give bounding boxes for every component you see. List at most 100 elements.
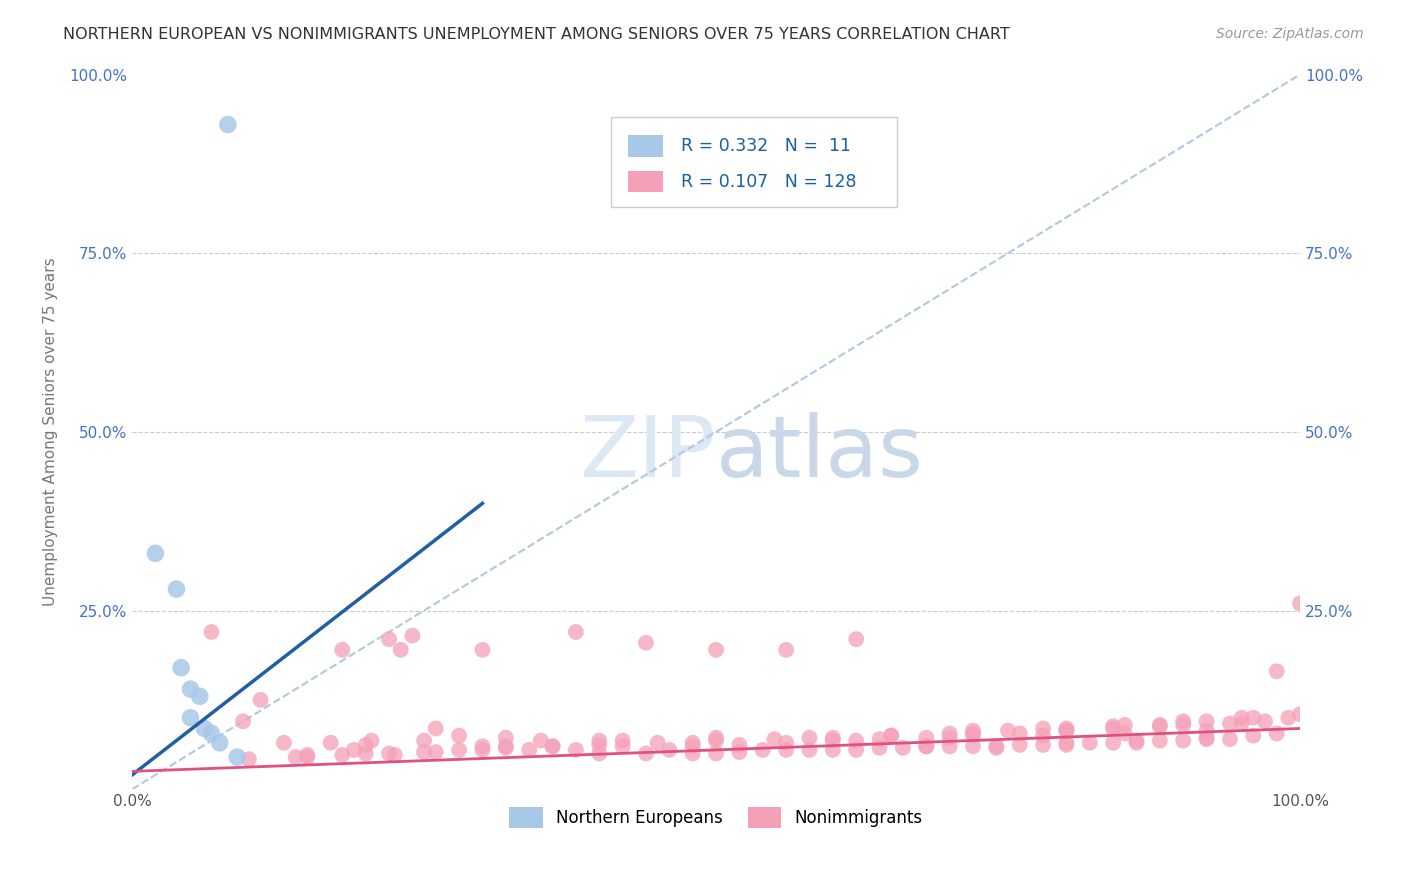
Point bbox=[495, 731, 517, 745]
Point bbox=[704, 643, 727, 657]
Text: ZIP: ZIP bbox=[579, 412, 716, 495]
Point bbox=[986, 740, 1008, 755]
Point bbox=[425, 745, 447, 759]
Point bbox=[588, 733, 610, 747]
Point bbox=[682, 739, 704, 754]
Point bbox=[1102, 719, 1125, 733]
Point bbox=[1102, 722, 1125, 736]
Point bbox=[1289, 596, 1312, 610]
Point bbox=[495, 739, 517, 754]
Point bbox=[170, 661, 193, 675]
Point bbox=[565, 625, 588, 640]
Point bbox=[1054, 723, 1077, 738]
Point bbox=[763, 732, 786, 747]
Point bbox=[200, 726, 222, 740]
Point bbox=[682, 747, 704, 761]
Point bbox=[541, 739, 564, 754]
Point bbox=[845, 733, 868, 747]
Point bbox=[384, 747, 406, 762]
Point bbox=[1289, 707, 1312, 722]
Point bbox=[775, 743, 797, 757]
Point bbox=[273, 736, 295, 750]
Point bbox=[1054, 738, 1077, 752]
Point bbox=[413, 733, 436, 747]
Point bbox=[217, 118, 239, 132]
Point bbox=[915, 739, 938, 754]
Point bbox=[354, 738, 377, 752]
Point bbox=[1149, 719, 1171, 733]
Text: NORTHERN EUROPEAN VS NONIMMIGRANTS UNEMPLOYMENT AMONG SENIORS OVER 75 YEARS CORR: NORTHERN EUROPEAN VS NONIMMIGRANTS UNEMP… bbox=[63, 27, 1010, 42]
Point bbox=[647, 736, 669, 750]
Point bbox=[962, 723, 984, 738]
Point bbox=[869, 740, 891, 755]
Text: R = 0.332   N =  11: R = 0.332 N = 11 bbox=[681, 137, 851, 155]
Point bbox=[1032, 738, 1054, 752]
Point bbox=[297, 750, 319, 764]
Point bbox=[1102, 736, 1125, 750]
Point bbox=[821, 731, 844, 745]
Point bbox=[869, 732, 891, 747]
Point bbox=[517, 743, 540, 757]
Point bbox=[360, 733, 382, 747]
Point bbox=[799, 731, 821, 745]
Point bbox=[938, 739, 960, 754]
Text: R = 0.107   N = 128: R = 0.107 N = 128 bbox=[681, 173, 856, 191]
Bar bbox=[628, 171, 664, 193]
Point bbox=[449, 729, 471, 743]
Point bbox=[378, 632, 401, 647]
Point bbox=[986, 739, 1008, 754]
Point bbox=[297, 747, 319, 762]
Point bbox=[378, 747, 401, 761]
Point bbox=[284, 750, 307, 764]
Point bbox=[389, 643, 412, 657]
Point bbox=[1195, 714, 1218, 729]
Point bbox=[226, 750, 249, 764]
Point bbox=[799, 743, 821, 757]
Point bbox=[425, 722, 447, 736]
Point bbox=[704, 733, 727, 747]
Point bbox=[845, 632, 868, 647]
Point bbox=[413, 745, 436, 759]
Point bbox=[1173, 733, 1195, 747]
Point bbox=[1125, 733, 1147, 747]
Point bbox=[1230, 716, 1253, 731]
Point bbox=[471, 643, 494, 657]
Point bbox=[658, 743, 681, 757]
Point bbox=[1195, 732, 1218, 747]
Point bbox=[1032, 729, 1054, 743]
Point bbox=[208, 736, 231, 750]
Point bbox=[997, 723, 1019, 738]
Point bbox=[471, 739, 494, 754]
Point bbox=[634, 636, 657, 650]
Point bbox=[1054, 736, 1077, 750]
Point bbox=[1008, 726, 1031, 740]
Point bbox=[1173, 714, 1195, 729]
Point bbox=[1265, 726, 1288, 740]
Point bbox=[179, 682, 201, 697]
Point bbox=[1032, 722, 1054, 736]
Point bbox=[471, 743, 494, 757]
Point bbox=[1054, 723, 1077, 738]
Point bbox=[880, 729, 903, 743]
Point bbox=[188, 690, 211, 704]
Point bbox=[891, 740, 914, 755]
Point bbox=[232, 714, 254, 729]
Legend: Northern Europeans, Nonimmigrants: Northern Europeans, Nonimmigrants bbox=[503, 801, 929, 835]
Point bbox=[682, 736, 704, 750]
Point bbox=[330, 747, 353, 762]
Point bbox=[821, 743, 844, 757]
FancyBboxPatch shape bbox=[612, 118, 897, 207]
Point bbox=[330, 643, 353, 657]
Point bbox=[962, 726, 984, 740]
Point bbox=[752, 743, 775, 757]
Point bbox=[704, 731, 727, 745]
Point bbox=[200, 625, 222, 640]
Bar bbox=[628, 136, 664, 157]
Point bbox=[1125, 736, 1147, 750]
Point bbox=[588, 738, 610, 752]
Point bbox=[915, 739, 938, 754]
Y-axis label: Unemployment Among Seniors over 75 years: Unemployment Among Seniors over 75 years bbox=[44, 258, 58, 607]
Text: atlas: atlas bbox=[716, 412, 924, 495]
Point bbox=[1008, 738, 1031, 752]
Point bbox=[401, 629, 423, 643]
